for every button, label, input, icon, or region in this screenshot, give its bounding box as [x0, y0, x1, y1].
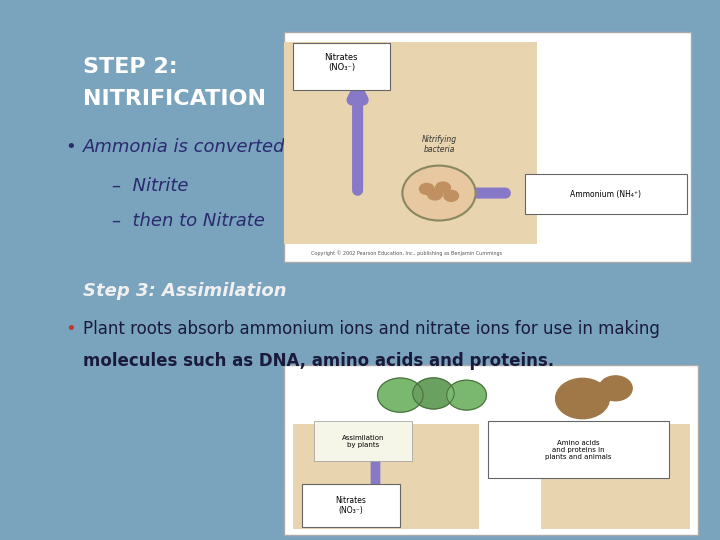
Text: •: •: [65, 138, 76, 156]
Text: –  Nitrite: – Nitrite: [112, 177, 188, 195]
FancyBboxPatch shape: [488, 421, 669, 478]
Circle shape: [556, 379, 609, 418]
Circle shape: [436, 182, 451, 193]
Text: Amino acids
and proteins in
plants and animals: Amino acids and proteins in plants and a…: [545, 440, 611, 460]
FancyBboxPatch shape: [525, 174, 687, 214]
Circle shape: [413, 378, 454, 409]
Text: molecules such as DNA, amino acids and proteins.: molecules such as DNA, amino acids and p…: [83, 352, 554, 370]
Text: Assimilation
by plants: Assimilation by plants: [342, 435, 384, 448]
Text: STEP 2:: STEP 2:: [83, 57, 177, 77]
Text: Nitrifying
bacteria: Nitrifying bacteria: [421, 134, 456, 154]
Circle shape: [446, 380, 487, 410]
FancyBboxPatch shape: [293, 43, 390, 90]
Circle shape: [420, 184, 434, 194]
Circle shape: [402, 166, 476, 220]
FancyBboxPatch shape: [284, 364, 698, 535]
FancyBboxPatch shape: [292, 424, 479, 530]
Text: Ammonium (NH₄⁺): Ammonium (NH₄⁺): [570, 190, 642, 199]
Circle shape: [444, 190, 459, 201]
FancyBboxPatch shape: [314, 421, 412, 461]
Circle shape: [428, 189, 442, 200]
Text: Nitrates
(NO₃⁻): Nitrates (NO₃⁻): [325, 52, 358, 72]
Text: •: •: [65, 320, 76, 338]
Circle shape: [377, 378, 423, 412]
Text: –  then to Nitrate: – then to Nitrate: [112, 212, 264, 230]
Text: Plant roots absorb ammonium ions and nitrate ions for use in making: Plant roots absorb ammonium ions and nit…: [83, 320, 660, 338]
Circle shape: [599, 376, 632, 401]
FancyBboxPatch shape: [284, 32, 691, 262]
Text: NITRIFICATION: NITRIFICATION: [83, 89, 266, 109]
Text: Ammonia is converted to: Ammonia is converted to: [83, 138, 309, 156]
Text: Nitrates
(NO₃⁻): Nitrates (NO₃⁻): [336, 496, 366, 515]
Text: Copyright © 2002 Pearson Education, Inc., publishing as Benjamin Cummings: Copyright © 2002 Pearson Education, Inc.…: [311, 251, 502, 256]
FancyBboxPatch shape: [302, 484, 400, 527]
Text: Step 3: Assimilation: Step 3: Assimilation: [83, 282, 287, 300]
FancyBboxPatch shape: [284, 42, 536, 244]
FancyBboxPatch shape: [541, 424, 690, 530]
